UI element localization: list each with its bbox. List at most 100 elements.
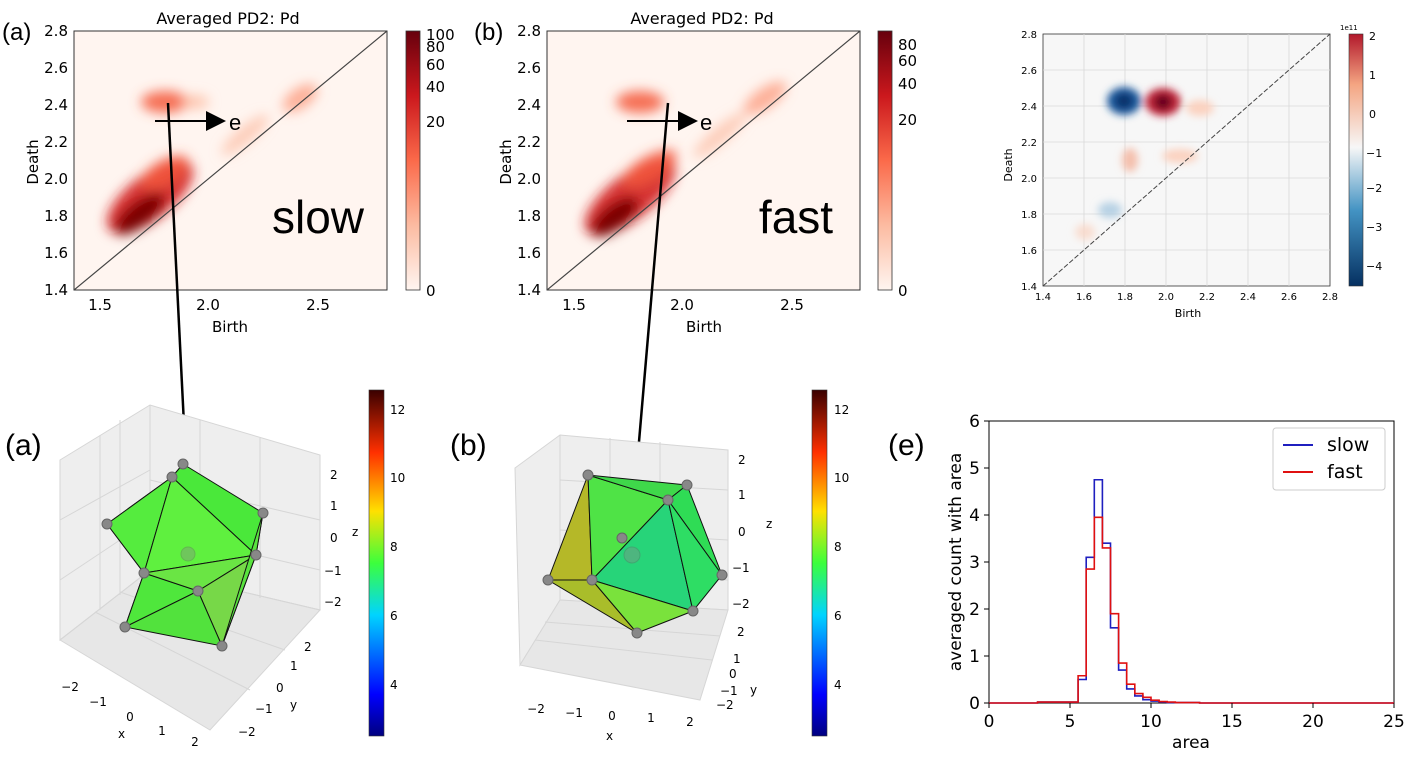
- polyhedron-a-zlabel: z: [352, 525, 358, 539]
- diffmap-xticks: 1.4 1.6 1.8 2.0 2.2 2.4 2.6 2.8: [1035, 292, 1338, 303]
- legend-label-fast: fast: [1327, 461, 1363, 483]
- cbar-tick: 20: [898, 111, 917, 129]
- polyhedron-b-vertices: [542, 469, 728, 639]
- polyhedron-a-colorbar-ticks: 12 10 8 6 4: [390, 403, 405, 692]
- xtick: 1: [647, 711, 655, 725]
- polyhedron-b-yticks: 2 1 0 −1 −2: [716, 625, 745, 712]
- ytick-label: 0: [969, 694, 980, 714]
- legend-label-slow: slow: [1327, 434, 1369, 456]
- xtick: 0: [126, 710, 134, 724]
- xtick: 1.6: [1076, 292, 1092, 303]
- polyhedron-a-xticks: −2 −1 0 1 2: [61, 680, 199, 749]
- diffmap-colorbar-ticks: 2 1 0 −1 −2 −3 −4: [1366, 30, 1382, 273]
- xtick: −2: [527, 702, 545, 716]
- diffmap-xlabel: Birth: [1175, 307, 1201, 320]
- heatmap-a-colorbar: [405, 30, 421, 291]
- polyhedron-b-zticks: 2 1 0 −1 −2: [732, 453, 750, 611]
- ytick: 2.8: [1021, 30, 1037, 41]
- ytick: 2.2: [517, 133, 541, 151]
- heatmap-b-title: Averaged PD2: Pd: [630, 9, 773, 28]
- cbar-tick: 40: [426, 78, 445, 96]
- ytick: −1: [720, 684, 738, 698]
- xtick: 2: [686, 715, 694, 729]
- polyhedron-b-panel: (b) 2 1 0: [450, 389, 849, 743]
- ytick: 1.6: [1021, 246, 1037, 257]
- cbar-tick: 40: [898, 75, 917, 93]
- ztick: −1: [324, 564, 342, 578]
- polyhedron-b-colorbar: [811, 389, 828, 737]
- heatmap-b-overlay-label: fast: [759, 191, 833, 243]
- polyhedron-a-vertices: [101, 458, 269, 652]
- xtick: 2.0: [1158, 292, 1174, 303]
- ytick: 2.4: [517, 96, 541, 114]
- heatmap-b-colorbar-ticks: 80 60 40 20 0: [898, 36, 917, 300]
- xtick-label: 15: [1221, 712, 1243, 732]
- ytick: 2.6: [44, 59, 68, 77]
- heatmap-b-colorbar: [877, 30, 893, 291]
- ztick: −2: [732, 597, 750, 611]
- ytick: 2: [304, 640, 312, 654]
- arrow-heatmap-b-to-polyhedron-b: [626, 102, 670, 470]
- cbar-tick: 10: [390, 471, 405, 485]
- ytick-label: 2: [969, 600, 980, 620]
- ytick-label: 1: [969, 647, 980, 667]
- cbar-tick: 1: [1369, 69, 1376, 82]
- polyhedron-a-faces: [106, 463, 264, 648]
- histogram-series: [989, 478, 1394, 704]
- ztick: −2: [324, 595, 342, 609]
- polyhedron-b-faces: [546, 474, 723, 634]
- cbar-tick: 12: [390, 403, 405, 417]
- xtick: −1: [565, 706, 583, 720]
- polyhedron-b-ylabel: y: [750, 683, 757, 697]
- polyhedron-a-yticks: 2 1 0 −1 −2: [238, 640, 312, 739]
- cbar-tick: 4: [390, 678, 398, 692]
- xtick-label: 20: [1302, 712, 1324, 732]
- diffmap-colorbar: [1348, 33, 1364, 287]
- xtick: 2.0: [670, 296, 694, 314]
- heatmap-a-colorbar-ticks: 100 80 60 40 20 0: [426, 26, 455, 300]
- cbar-tick: 0: [426, 282, 436, 300]
- ytick: 2.6: [1021, 66, 1037, 77]
- xtick: 2.8: [1322, 292, 1338, 303]
- panel-letter-e: (e): [888, 429, 925, 462]
- ytick: −1: [255, 702, 273, 716]
- cbar-tick: 100: [426, 26, 455, 44]
- polyhedron-b-xlabel: x: [606, 729, 613, 743]
- ytick: 1.6: [517, 244, 541, 262]
- ytick: 1.6: [44, 244, 68, 262]
- heatmap-b-xticks: 1.5 2.0 2.5: [562, 296, 804, 314]
- ztick: 1: [330, 499, 338, 513]
- xtick: 1.5: [88, 296, 112, 314]
- xtick: 2.2: [1199, 292, 1215, 303]
- polyhedron-a-panel: (a): [5, 389, 405, 749]
- histogram-xlabel: area: [1172, 733, 1210, 753]
- polyhedron-a-xlabel: x: [118, 727, 125, 741]
- heatmap-a-xlabel: Birth: [212, 318, 248, 336]
- cbar-tick: 20: [426, 113, 445, 131]
- ztick: 1: [738, 488, 746, 502]
- ytick: 1.4: [44, 281, 68, 299]
- ytick: 2.8: [44, 22, 68, 40]
- ztick: −1: [732, 561, 750, 575]
- histogram-xticks: 0 5 10 15 20 25: [984, 703, 1405, 732]
- cbar-tick: 6: [834, 609, 842, 623]
- heatmap-a-ylabel: Death: [24, 139, 42, 184]
- heatmap-a-diagonal: [74, 31, 387, 290]
- ztick: 2: [330, 468, 338, 482]
- xtick: 1.5: [562, 296, 586, 314]
- ytick: −2: [716, 698, 734, 712]
- diffmap-diagonal: [1042, 33, 1331, 287]
- cbar-tick: 6: [390, 609, 398, 623]
- cbar-tick: 80: [898, 36, 917, 54]
- ytick: 0: [276, 681, 284, 695]
- diffmap-hotspots: [1075, 87, 1214, 240]
- panel-letter-a-bottom: (a): [5, 429, 42, 462]
- polyhedron-a-colorbar: [368, 389, 385, 737]
- ytick: 2: [737, 625, 745, 639]
- xtick: 2.0: [196, 296, 220, 314]
- ytick: 1.8: [1021, 210, 1037, 221]
- diffmap-panel: 1.4 1.6 1.8 2.0 2.2 2.4 2.6 2.8 1.4 1.6 …: [1002, 24, 1382, 320]
- histogram-ylabel: averaged count with area: [946, 453, 966, 672]
- xtick-label: 5: [1065, 712, 1076, 732]
- histogram-legend: slow fast: [1272, 427, 1386, 491]
